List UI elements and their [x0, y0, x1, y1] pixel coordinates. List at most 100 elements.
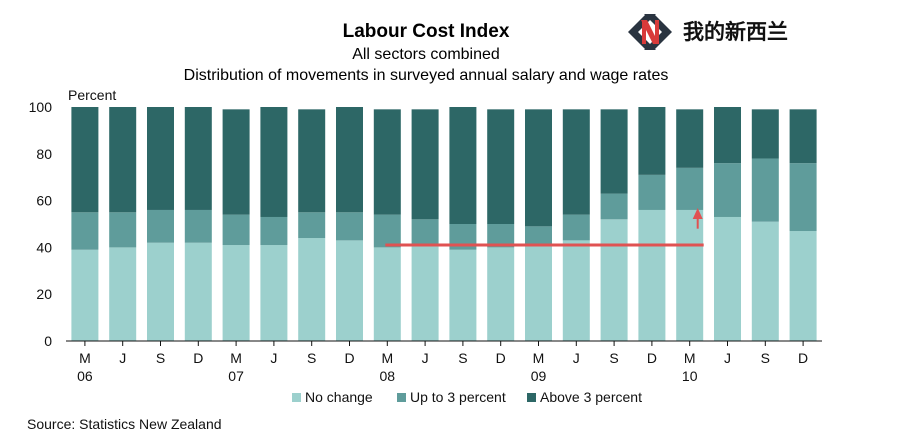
x-year-label: 08 [380, 368, 396, 384]
bar-above-3-percent-13 [562, 109, 590, 215]
bar-no-change-17 [714, 216, 741, 341]
bar-above-3-percent-2 [147, 107, 174, 210]
annotation-arrow-head-icon [692, 207, 703, 219]
y-tick-label: 100 [29, 99, 53, 115]
x-tick-label: M [79, 350, 91, 366]
bar-up-to-3-percent-8 [373, 214, 401, 248]
logo-mark-icon [628, 14, 672, 50]
bar-no-change-8 [373, 247, 401, 341]
bar-no-change-1 [109, 247, 137, 341]
bar-above-3-percent-3 [184, 107, 212, 210]
bar-above-3-percent-9 [411, 109, 439, 220]
y-axis: 0 20 40 60 80 100 [29, 99, 53, 349]
y-tick-label: 60 [36, 193, 52, 209]
bar-above-3-percent-11 [487, 109, 515, 224]
bar-above-3-percent-19 [789, 109, 817, 164]
bar-no-change-14 [600, 219, 628, 341]
bar-above-3-percent-10 [449, 107, 477, 224]
bar-up-to-3-percent-16 [676, 167, 704, 210]
bar-no-change-13 [562, 240, 590, 341]
x-year-label: 07 [228, 368, 244, 384]
x-tick-label: S [609, 350, 618, 366]
y-axis-label: Percent [68, 87, 116, 103]
bar-up-to-3-percent-1 [109, 212, 137, 248]
bar-above-3-percent-5 [260, 107, 288, 217]
bar-above-3-percent-7 [336, 107, 363, 213]
x-tick-label: M [533, 350, 545, 366]
bar-up-to-3-percent-11 [487, 224, 515, 248]
bar-no-change-3 [184, 242, 212, 341]
x-tick-label: J [573, 350, 580, 366]
bar-above-3-percent-16 [676, 109, 704, 168]
x-tick-label: M [230, 350, 242, 366]
bar-no-change-12 [525, 245, 552, 341]
source-note: Source: Statistics New Zealand [27, 416, 222, 432]
bar-no-change-6 [298, 238, 326, 341]
bar-no-change-10 [449, 249, 477, 341]
legend-label-no-change: No change [305, 389, 373, 405]
bar-up-to-3-percent-14 [600, 193, 628, 220]
legend: No change Up to 3 percent Above 3 percent [292, 389, 642, 405]
x-tick-label: S [307, 350, 316, 366]
bar-no-change-0 [71, 249, 99, 341]
x-tick-label: M [381, 350, 393, 366]
bar-above-3-percent-18 [751, 109, 779, 159]
bar-up-to-3-percent-2 [147, 209, 174, 243]
x-tick-label: J [119, 350, 126, 366]
bars [71, 107, 817, 341]
chart-title: Labour Cost Index [343, 21, 510, 42]
bar-up-to-3-percent-5 [260, 216, 288, 246]
y-tick-label: 40 [36, 239, 52, 255]
x-year-label: 06 [77, 368, 93, 384]
x-tick-label: J [422, 350, 429, 366]
x-tick-label: D [193, 350, 203, 366]
bar-no-change-16 [676, 209, 704, 341]
annotations [385, 207, 704, 247]
bar-above-3-percent-14 [600, 109, 628, 194]
logo: 我的新西兰 [628, 14, 788, 50]
x-tick-label: D [798, 350, 808, 366]
x-tick-label: D [344, 350, 354, 366]
x-tick-label: M [684, 350, 696, 366]
bar-up-to-3-percent-12 [525, 226, 552, 246]
x-tick-label: J [724, 350, 731, 366]
bar-no-change-5 [260, 245, 288, 341]
x-tick-label: S [761, 350, 770, 366]
legend-swatch-above-3-percent [527, 393, 536, 402]
y-tick-label: 20 [36, 286, 52, 302]
x-axis: M 06 J S D M 07 J S D M 08 J S D M 09 J S D M 10 J S D [77, 341, 808, 384]
x-year-label: 10 [682, 368, 698, 384]
bar-no-change-18 [751, 221, 779, 341]
bar-up-to-3-percent-3 [184, 209, 212, 243]
legend-label-up-to-3-percent: Up to 3 percent [410, 389, 506, 405]
bar-above-3-percent-4 [222, 109, 250, 215]
bar-no-change-15 [638, 209, 666, 341]
bar-above-3-percent-1 [109, 107, 137, 213]
bar-up-to-3-percent-17 [714, 163, 741, 217]
bar-up-to-3-percent-4 [222, 214, 250, 246]
bar-no-change-11 [487, 247, 515, 341]
x-year-label: 09 [531, 368, 547, 384]
legend-swatch-no-change [292, 393, 301, 402]
bar-up-to-3-percent-18 [751, 158, 779, 222]
bar-above-3-percent-15 [638, 107, 666, 175]
chart-subtitle: All sectors combined [352, 46, 500, 63]
bar-no-change-9 [411, 245, 439, 341]
x-tick-label: S [156, 350, 165, 366]
x-tick-label: S [458, 350, 467, 366]
bar-above-3-percent-6 [298, 109, 326, 213]
y-tick-label: 80 [36, 146, 52, 162]
bar-no-change-7 [336, 240, 363, 341]
bar-above-3-percent-8 [373, 109, 401, 215]
logo-text: 我的新西兰 [683, 20, 788, 44]
bar-up-to-3-percent-13 [562, 214, 590, 241]
chart-subtitle-2: Distribution of movements in surveyed an… [184, 67, 669, 84]
bar-no-change-4 [222, 245, 250, 341]
bar-above-3-percent-0 [71, 107, 99, 213]
legend-swatch-up-to-3-percent [397, 393, 406, 402]
bar-above-3-percent-17 [714, 107, 741, 164]
bar-up-to-3-percent-15 [638, 174, 666, 210]
bar-up-to-3-percent-9 [411, 219, 439, 246]
bar-no-change-2 [147, 242, 174, 341]
